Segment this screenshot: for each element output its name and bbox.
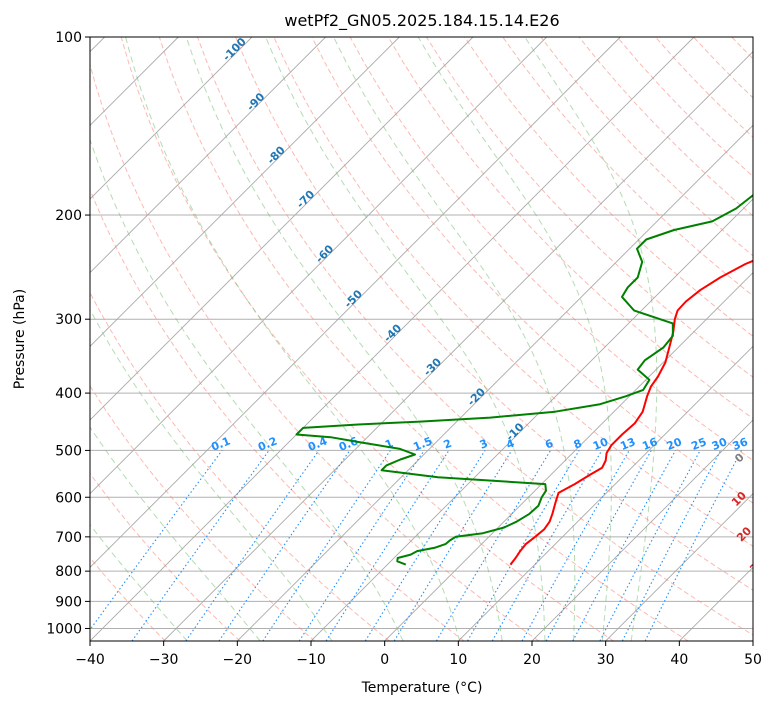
dry-adiabat-line	[90, 62, 540, 641]
isotherm-line	[310, 198, 753, 641]
y-tick-label: 500	[55, 443, 82, 459]
x-tick-label: 20	[523, 652, 541, 668]
mixing-ratio-label: 13	[618, 435, 637, 453]
x-axis-ticks: −40 −30 −20 −10 0 10 20 30 40 50	[75, 641, 762, 668]
y-tick-label: 1000	[46, 621, 82, 637]
x-tick-label: −10	[296, 652, 326, 668]
dry-adiabat-line	[349, 37, 753, 462]
x-tick-label: −30	[149, 652, 179, 668]
y-tick-label: 100	[55, 30, 82, 46]
dry-adiabat-line	[197, 37, 753, 636]
isotherm-line	[237, 124, 753, 641]
mixing-ratio-label: 8	[572, 437, 584, 452]
isotherm-line	[531, 419, 753, 641]
isotherm-line	[90, 37, 474, 421]
dry-adiabat-line	[158, 37, 689, 641]
mixing-ratio-line	[325, 450, 450, 641]
x-axis-label: Temperature (°C)	[361, 680, 483, 696]
isotherm-line	[90, 37, 326, 274]
dry-adiabat-line	[235, 37, 753, 591]
dewpoint-profile-line	[295, 193, 753, 566]
dry-adiabat-line	[90, 384, 316, 641]
dry-adiabat-line	[273, 37, 753, 547]
x-tick-label: 10	[449, 652, 467, 668]
mixing-ratio-line	[218, 450, 351, 641]
mixing-ratio-line	[298, 450, 425, 641]
moist-adiabats	[90, 37, 658, 641]
sounding-profiles	[295, 193, 753, 566]
mixing-ratio-line	[90, 450, 223, 631]
adiabat-label: 30	[747, 555, 767, 575]
mixing-ratio-label: 2	[442, 437, 454, 452]
isotherm-line	[163, 51, 753, 641]
mixing-ratio-label: 1	[383, 437, 395, 452]
skewed-isotherms	[90, 37, 753, 641]
dry-adiabats	[90, 37, 753, 641]
mixing-ratio-line	[644, 450, 742, 641]
x-tick-label: 30	[597, 652, 615, 668]
mixing-ratio-line	[621, 450, 722, 641]
isotherm-line	[458, 345, 753, 641]
moist-adiabat-line	[90, 308, 333, 641]
dry-adiabat-line	[120, 37, 614, 641]
moist-adiabat-line	[125, 37, 461, 641]
y-tick-label: 200	[55, 208, 82, 224]
mixing-ratio-lines	[90, 450, 742, 641]
y-tick-label: 800	[55, 564, 82, 580]
mixing-ratio-line	[262, 450, 391, 641]
dry-adiabat-line	[502, 37, 753, 297]
isotherm-line	[384, 272, 753, 641]
moist-adiabat-line	[90, 523, 188, 641]
adiabat-label: 20	[734, 524, 754, 544]
moist-adiabat-line	[265, 37, 546, 641]
plot-area: 0.1 0.2 0.4 0.6 1 1.5 2 3 4 6 8 10 13 16 20 25 30 36-100-…	[90, 37, 767, 641]
mixing-ratio-label: 20	[665, 435, 684, 453]
dry-adiabat-line	[90, 472, 241, 641]
axes-frame	[89, 36, 754, 642]
isotherm-line	[90, 37, 695, 641]
dry-adiabat-line	[90, 188, 465, 641]
moist-adiabat-line	[90, 426, 261, 641]
mixing-ratio-line	[572, 450, 676, 641]
mixing-ratio-line	[185, 450, 320, 641]
moist-adiabat-line	[417, 37, 612, 641]
pressure-gridlines	[90, 37, 753, 629]
mixing-ratio-label: 36	[731, 435, 750, 453]
mixing-ratio-label: 3	[478, 437, 490, 452]
mixing-ratio-line	[521, 450, 630, 641]
temperature-profile-line	[509, 259, 753, 566]
moist-adiabat-line	[524, 37, 658, 641]
mixing-ratio-line	[545, 450, 652, 641]
chart-title: wetPf2_GN05.2025.184.15.14.E26	[284, 11, 559, 31]
y-axis-label: Pressure (hPa)	[12, 289, 28, 389]
mixing-ratio-label: 16	[640, 435, 659, 453]
y-tick-label: 300	[55, 312, 82, 328]
mixing-ratio-line	[131, 450, 270, 641]
y-tick-label: 600	[55, 490, 82, 506]
dry-adiabat-line	[90, 556, 166, 641]
mixing-ratio-label: 10	[591, 435, 610, 453]
dry-adiabat-line	[90, 291, 390, 641]
moist-adiabat-line	[185, 37, 503, 641]
isotherm-line	[90, 37, 547, 495]
x-tick-label: 0	[380, 652, 389, 668]
x-tick-label: −40	[75, 652, 105, 668]
mixing-ratio-line	[393, 450, 513, 641]
mixing-ratio-label: 25	[689, 435, 708, 453]
y-tick-label: 400	[55, 386, 82, 402]
x-tick-label: −20	[223, 652, 253, 668]
y-tick-label: 900	[55, 594, 82, 610]
isotherm-line	[90, 37, 400, 347]
isotherm-line	[90, 37, 621, 568]
isotherm-line	[605, 493, 753, 641]
y-tick-label: 700	[55, 530, 82, 546]
isotherm-line	[90, 37, 253, 200]
y-axis-ticks: 1000 900 800 700 600 500 400 300 200 100	[46, 30, 90, 637]
x-tick-label: 40	[670, 652, 688, 668]
mixing-ratio-label: 30	[710, 435, 729, 453]
x-tick-label: 50	[744, 652, 762, 668]
